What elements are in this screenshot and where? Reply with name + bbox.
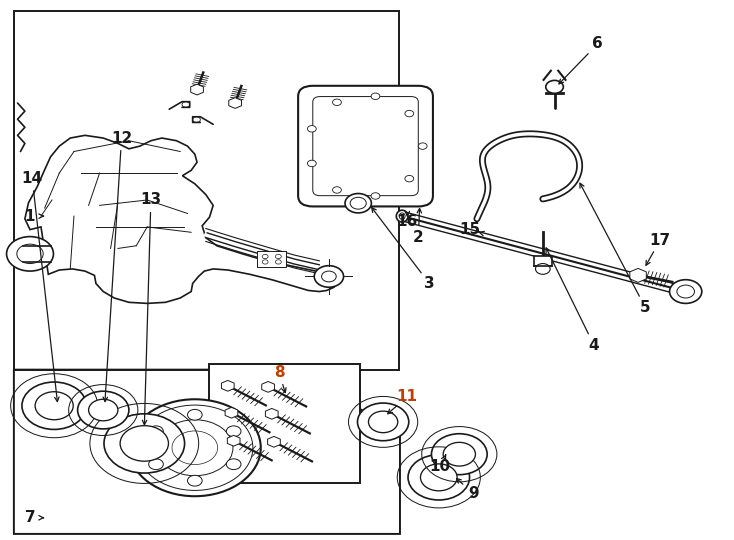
Circle shape [371, 93, 380, 99]
Text: 15: 15 [459, 222, 480, 237]
Text: 9: 9 [468, 486, 479, 501]
Text: 12: 12 [111, 131, 132, 146]
Circle shape [345, 193, 371, 213]
Circle shape [405, 110, 414, 117]
Bar [14, 11, 399, 370]
Circle shape [149, 459, 164, 470]
Circle shape [677, 285, 694, 298]
Ellipse shape [89, 399, 118, 421]
Ellipse shape [78, 391, 129, 429]
Text: 4: 4 [589, 338, 600, 353]
Ellipse shape [396, 210, 408, 222]
Text: 2: 2 [413, 230, 424, 245]
Ellipse shape [357, 403, 409, 441]
Polygon shape [222, 380, 234, 391]
Ellipse shape [399, 213, 405, 219]
Ellipse shape [408, 455, 470, 500]
Circle shape [418, 143, 427, 150]
Circle shape [333, 99, 341, 105]
Polygon shape [262, 381, 275, 392]
Text: 11: 11 [397, 389, 418, 404]
Ellipse shape [421, 464, 457, 491]
Ellipse shape [432, 434, 487, 475]
Text: 17: 17 [650, 233, 671, 248]
Ellipse shape [120, 426, 169, 461]
Polygon shape [225, 407, 238, 418]
Ellipse shape [443, 442, 476, 466]
Polygon shape [191, 84, 203, 95]
Circle shape [187, 409, 202, 420]
Text: 16: 16 [396, 214, 418, 229]
Circle shape [157, 420, 233, 476]
Ellipse shape [368, 411, 398, 433]
Text: 5: 5 [640, 300, 651, 315]
Bar [257, 251, 286, 267]
Ellipse shape [35, 392, 73, 420]
Polygon shape [630, 268, 647, 282]
Circle shape [314, 266, 344, 287]
Text: 8: 8 [274, 365, 284, 380]
Text: 1: 1 [25, 208, 35, 224]
Polygon shape [268, 436, 280, 447]
Circle shape [536, 264, 550, 274]
Circle shape [187, 475, 202, 486]
Circle shape [149, 426, 164, 437]
Text: 13: 13 [140, 192, 161, 207]
Circle shape [321, 271, 336, 282]
Bar [534, 256, 552, 266]
Circle shape [7, 237, 54, 271]
Polygon shape [228, 435, 240, 446]
Polygon shape [25, 136, 338, 303]
Circle shape [669, 280, 702, 303]
Polygon shape [266, 408, 278, 419]
Circle shape [308, 126, 316, 132]
Circle shape [371, 193, 380, 199]
Circle shape [333, 187, 341, 193]
Circle shape [308, 160, 316, 167]
Text: 6: 6 [592, 36, 603, 51]
Circle shape [405, 176, 414, 182]
Circle shape [226, 426, 241, 437]
Text: 10: 10 [429, 459, 451, 474]
Circle shape [546, 80, 563, 93]
Circle shape [350, 197, 366, 209]
Text: 14: 14 [21, 171, 43, 186]
Ellipse shape [104, 414, 184, 473]
Text: 3: 3 [424, 276, 435, 291]
FancyBboxPatch shape [298, 86, 433, 206]
Text: 7: 7 [25, 510, 35, 525]
Circle shape [129, 399, 261, 496]
Bar [209, 364, 360, 483]
Circle shape [17, 244, 43, 264]
Polygon shape [229, 98, 241, 109]
Ellipse shape [22, 382, 87, 429]
Circle shape [226, 459, 241, 470]
